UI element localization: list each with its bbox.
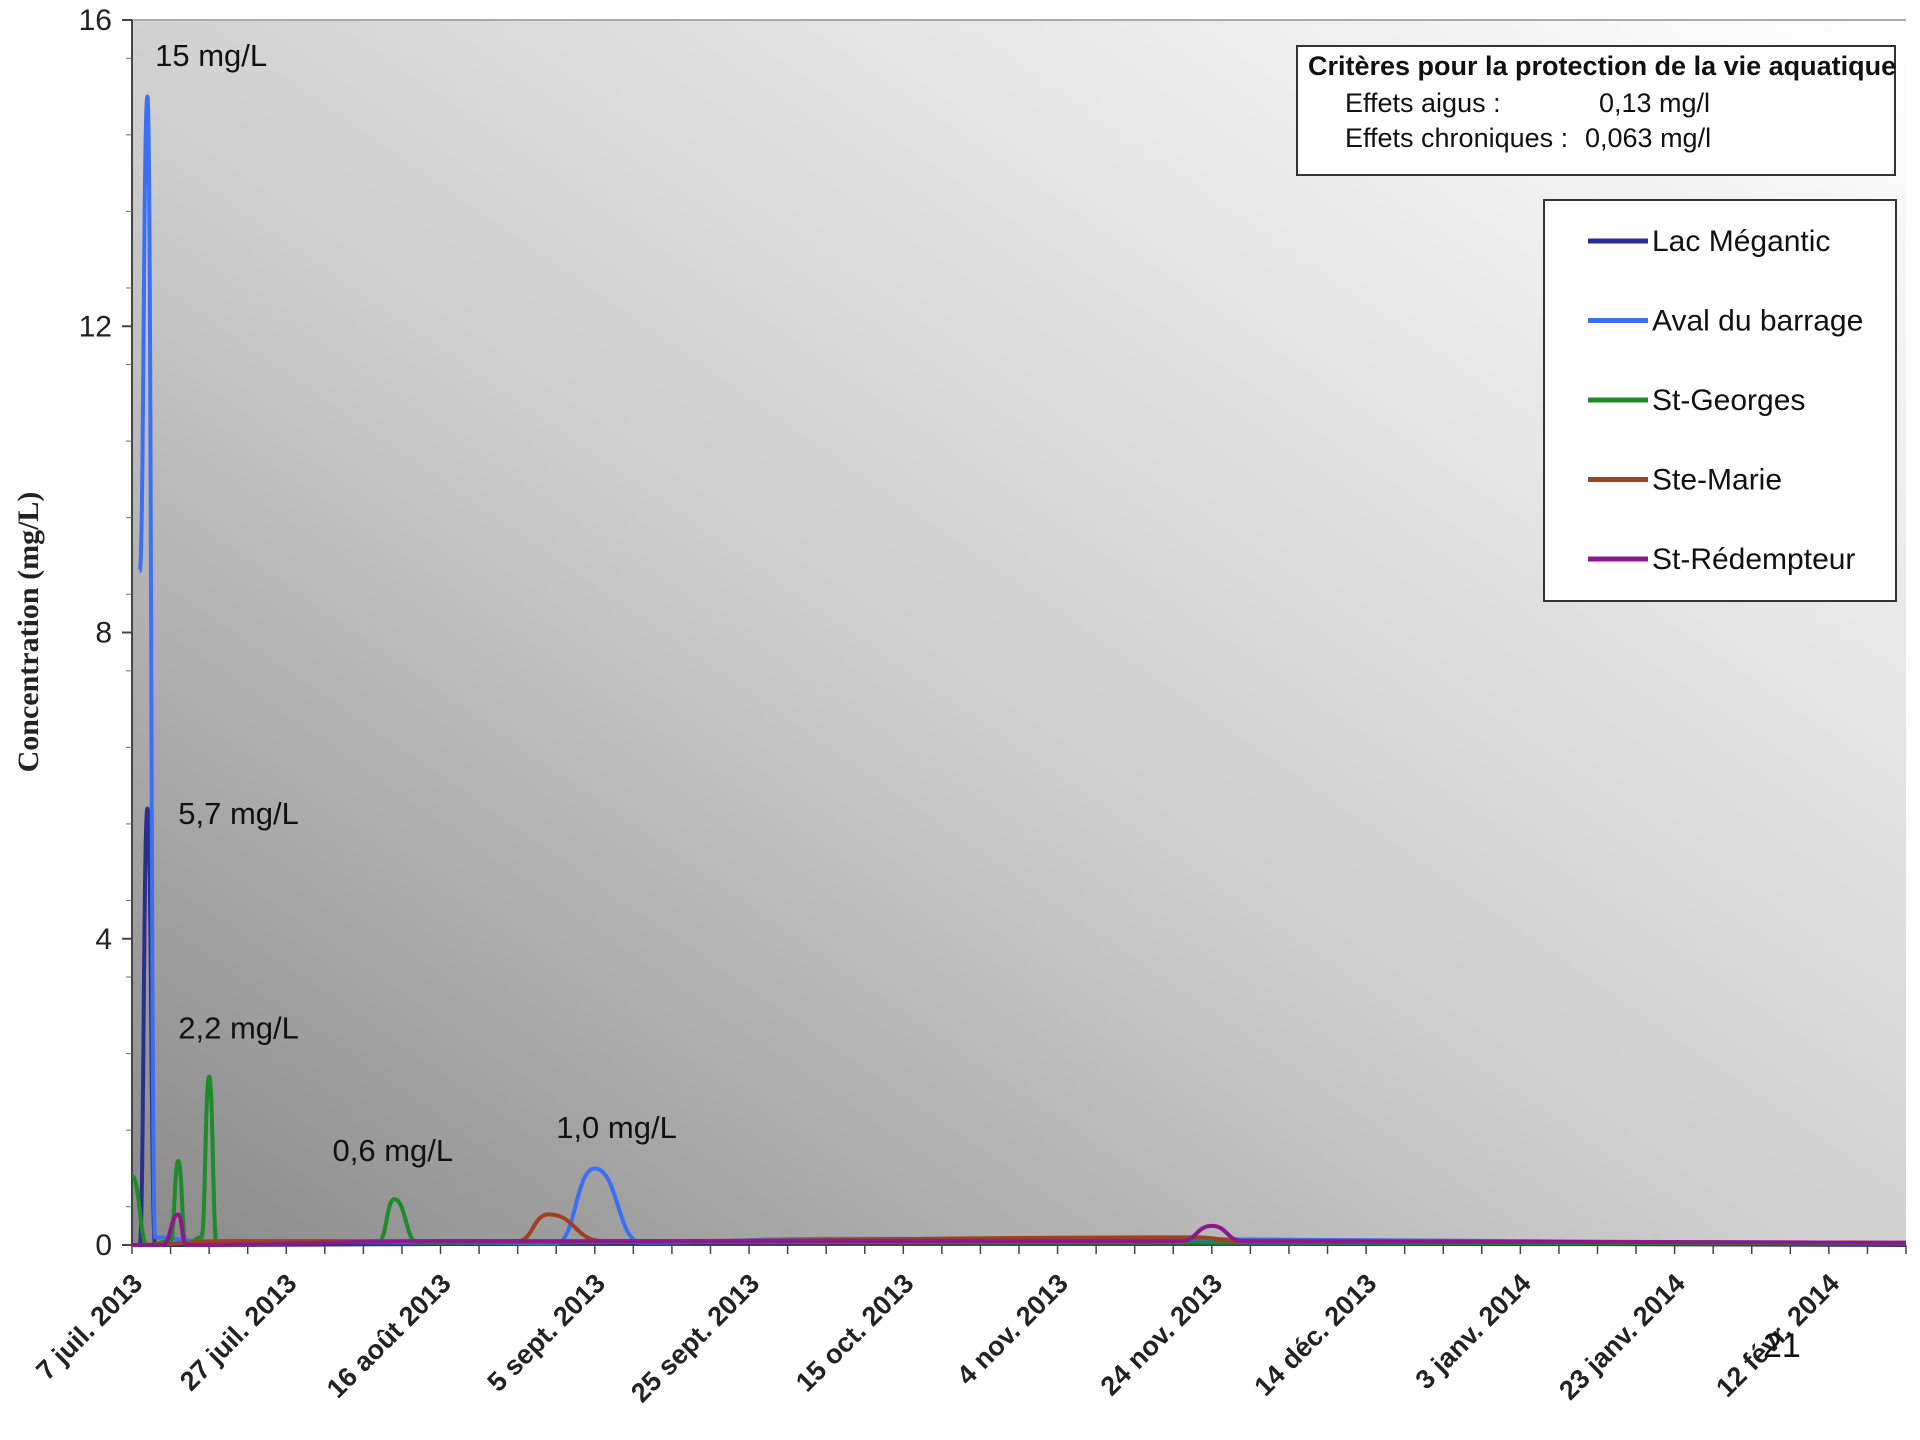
x-tick-label: 23 janv. 2014 <box>1553 1268 1691 1406</box>
criteria-box: Critères pour la protection de la vie aq… <box>1296 45 1896 176</box>
y-tick-label: 0 <box>95 1229 112 1262</box>
series-line <box>132 1212 1907 1247</box>
x-tick-label: 4 nov. 2013 <box>951 1268 1074 1391</box>
y-tick-label: 8 <box>95 617 112 650</box>
legend-label: Ste-Marie <box>1652 464 1782 497</box>
x-tick-label: 14 déc. 2013 <box>1249 1268 1383 1402</box>
y-axis-ticks: 0 4 8 12 16 <box>79 4 132 1262</box>
value-annotation: 0,6 mg/L <box>333 1133 454 1168</box>
legend: Lac Mégantic Aval du barrage St-Georges Ste… <box>1543 199 1897 602</box>
x-tick-label: 16 août 2013 <box>321 1268 457 1404</box>
criteria-chronic-label: Effets chroniques : <box>1345 123 1568 153</box>
x-tick-label: 5 sept. 2013 <box>482 1268 611 1397</box>
criteria-acute-value: 0,13 mg/l <box>1599 88 1710 118</box>
x-tick-label: 7 juil. 2013 <box>30 1268 148 1386</box>
legend-label: Aval du barrage <box>1652 305 1863 338</box>
x-tick-label: 24 nov. 2013 <box>1095 1268 1228 1401</box>
value-annotation: 5,7 mg/L <box>178 796 299 831</box>
value-annotations: 15 mg/L 5,7 mg/L 2,2 mg/L 0,6 mg/L 1,0 mg/L <box>155 38 677 1168</box>
value-annotation: 15 mg/L <box>155 38 267 73</box>
legend-label: Lac Mégantic <box>1652 225 1830 258</box>
criteria-title: Critères pour la protection de la vie aq… <box>1308 51 1896 81</box>
series-lines <box>130 94 1907 1248</box>
x-axis-ticks: 7 juil. 2013 27 juil. 2013 16 août 2013 5 s… <box>30 1245 1907 1408</box>
y-axis-label: Concentration (mg/L) <box>12 492 45 773</box>
value-annotation: 1,0 mg/L <box>556 1110 677 1145</box>
x-tick-label: 3 janv. 2014 <box>1410 1268 1537 1395</box>
x-tick-label: 25 sept. 2013 <box>625 1268 765 1408</box>
x-tick-label: 15 oct. 2013 <box>790 1268 919 1397</box>
x-tick-label: 27 juil. 2013 <box>174 1268 302 1396</box>
criteria-acute-label: Effets aigus : <box>1345 88 1501 118</box>
legend-label: St-Georges <box>1652 384 1805 417</box>
y-tick-label: 4 <box>95 923 112 956</box>
page-number: 21 <box>1763 1327 1801 1365</box>
y-tick-label: 12 <box>79 310 112 343</box>
value-annotation: 2,2 mg/L <box>178 1010 299 1045</box>
y-tick-label: 16 <box>79 4 112 37</box>
criteria-chronic-value: 0,063 mg/l <box>1585 123 1711 153</box>
legend-label: St-Rédempteur <box>1652 543 1855 576</box>
